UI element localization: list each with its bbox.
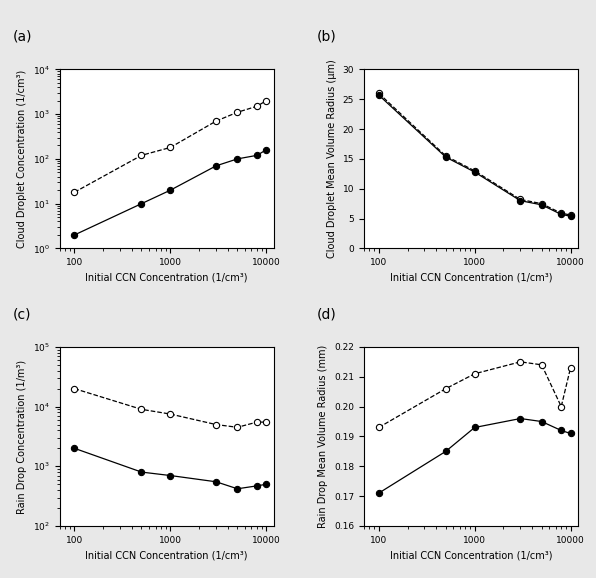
Text: (a): (a) <box>13 30 32 44</box>
Y-axis label: Rain Drop Concentration (1/m³): Rain Drop Concentration (1/m³) <box>17 360 27 513</box>
Y-axis label: Rain Drop Mean Volume Radius (mm): Rain Drop Mean Volume Radius (mm) <box>318 345 328 528</box>
Y-axis label: Cloud Droplet Concentration (1/cm³): Cloud Droplet Concentration (1/cm³) <box>17 70 27 248</box>
Y-axis label: Cloud Droplet Mean Volume Radius (μm): Cloud Droplet Mean Volume Radius (μm) <box>327 60 337 258</box>
X-axis label: Initial CCN Concentration (1/cm³): Initial CCN Concentration (1/cm³) <box>390 273 552 283</box>
Text: (b): (b) <box>316 30 337 44</box>
Text: (d): (d) <box>316 307 337 321</box>
Text: (c): (c) <box>13 307 31 321</box>
X-axis label: Initial CCN Concentration (1/cm³): Initial CCN Concentration (1/cm³) <box>390 550 552 560</box>
X-axis label: Initial CCN Concentration (1/cm³): Initial CCN Concentration (1/cm³) <box>85 550 248 560</box>
X-axis label: Initial CCN Concentration (1/cm³): Initial CCN Concentration (1/cm³) <box>85 273 248 283</box>
